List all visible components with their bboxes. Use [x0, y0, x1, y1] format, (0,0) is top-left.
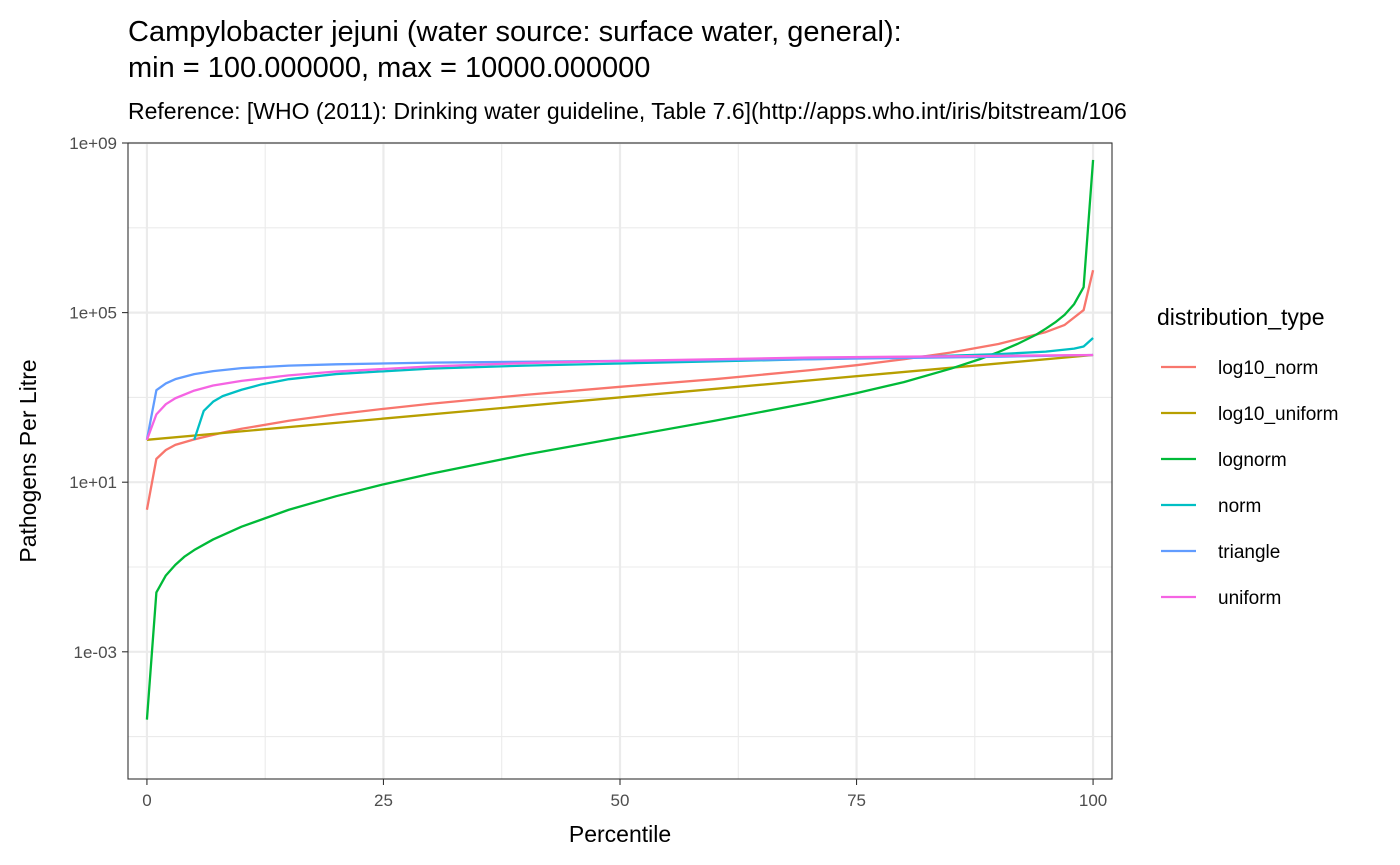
y-tick-label: 1e+09 — [69, 134, 117, 153]
chart-title-line-2: min = 100.000000, max = 10000.000000 — [128, 52, 650, 84]
legend-item-lognorm: lognorm — [1161, 450, 1287, 471]
legend-label: log10_norm — [1218, 358, 1318, 379]
series-line-lognorm — [145, 159, 1095, 720]
series-line-log10_uniform — [146, 353, 1094, 441]
legend-item-log10_uniform: log10_uniform — [1161, 404, 1338, 425]
series-lines — [145, 159, 1095, 720]
x-tick-label: 50 — [611, 791, 630, 810]
legend-label: lognorm — [1218, 450, 1287, 471]
y-tick-label: 1e-03 — [74, 643, 117, 662]
chart-subtitle: Reference: [WHO (2011): Drinking water g… — [128, 98, 1127, 124]
series-line-log10_norm — [145, 269, 1095, 510]
chart-title-line-1: Campylobacter jejuni (water source: surf… — [128, 16, 902, 48]
x-tick-label: 100 — [1079, 791, 1107, 810]
legend-item-log10_norm: log10_norm — [1161, 358, 1318, 379]
legend-item-triangle: triangle — [1161, 542, 1280, 563]
y-tick-label: 1e+01 — [69, 473, 117, 492]
legend-label: norm — [1218, 496, 1261, 517]
series-line-uniform — [145, 353, 1094, 441]
legend-label: uniform — [1218, 588, 1281, 609]
x-tick-label: 0 — [142, 791, 151, 810]
plot-area — [128, 141, 1112, 779]
legend-item-uniform: uniform — [1161, 588, 1281, 609]
legend-label: triangle — [1218, 542, 1280, 563]
x-axis-title: Percentile — [569, 821, 671, 847]
x-tick-label: 75 — [847, 791, 866, 810]
series-line-norm — [193, 337, 1094, 441]
axes: 0 25 50 75 100 1e-03 1e+01 1e+05 1e+09 — [69, 134, 1113, 810]
series-line-triangle — [145, 353, 1094, 441]
legend-title: distribution_type — [1157, 304, 1325, 330]
x-tick-label: 25 — [374, 791, 393, 810]
legend: distribution_type log10_norm log10_unifor… — [1157, 304, 1338, 609]
y-axis-title: Pathogens Per Litre — [15, 359, 41, 562]
y-tick-label: 1e+05 — [69, 304, 117, 323]
legend-item-norm: norm — [1161, 496, 1261, 517]
legend-label: log10_uniform — [1218, 404, 1338, 425]
